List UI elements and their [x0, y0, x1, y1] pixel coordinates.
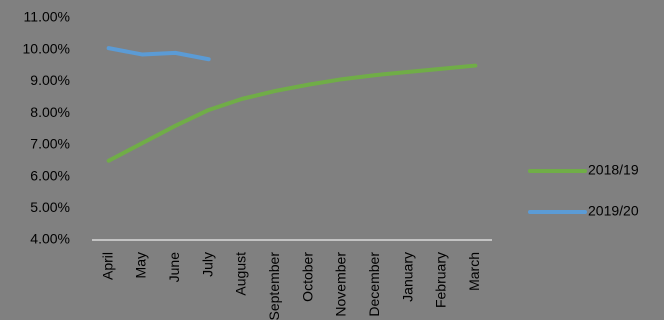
- legend-label: 2019/20: [588, 203, 639, 219]
- y-tick-label: 9.00%: [30, 72, 70, 88]
- y-tick-label: 4.00%: [30, 231, 70, 247]
- x-tick-label: June: [166, 252, 182, 283]
- x-tick-label: May: [133, 252, 149, 278]
- series-line: [106, 63, 478, 163]
- series-line: [106, 46, 211, 62]
- x-tick-label: October: [299, 252, 315, 302]
- legend-label: 2018/19: [588, 162, 639, 178]
- y-tick-label: 7.00%: [30, 136, 70, 152]
- x-tick-label: January: [399, 252, 415, 302]
- x-tick-label: July: [199, 252, 215, 277]
- y-tick-label: 5.00%: [30, 199, 70, 215]
- x-tick-label: April: [99, 252, 115, 280]
- y-tick-label: 11.00%: [24, 9, 70, 25]
- x-tick-label: March: [466, 252, 482, 291]
- y-tick-label: 8.00%: [30, 104, 70, 120]
- x-tick-label: September: [266, 252, 282, 320]
- x-tick-label: August: [233, 252, 249, 296]
- x-tick-label: December: [366, 252, 382, 317]
- y-tick-label: 6.00%: [30, 167, 70, 183]
- x-tick-label: February: [433, 252, 449, 308]
- x-tick-label: November: [333, 252, 349, 317]
- y-tick-label: 10.00%: [23, 40, 70, 56]
